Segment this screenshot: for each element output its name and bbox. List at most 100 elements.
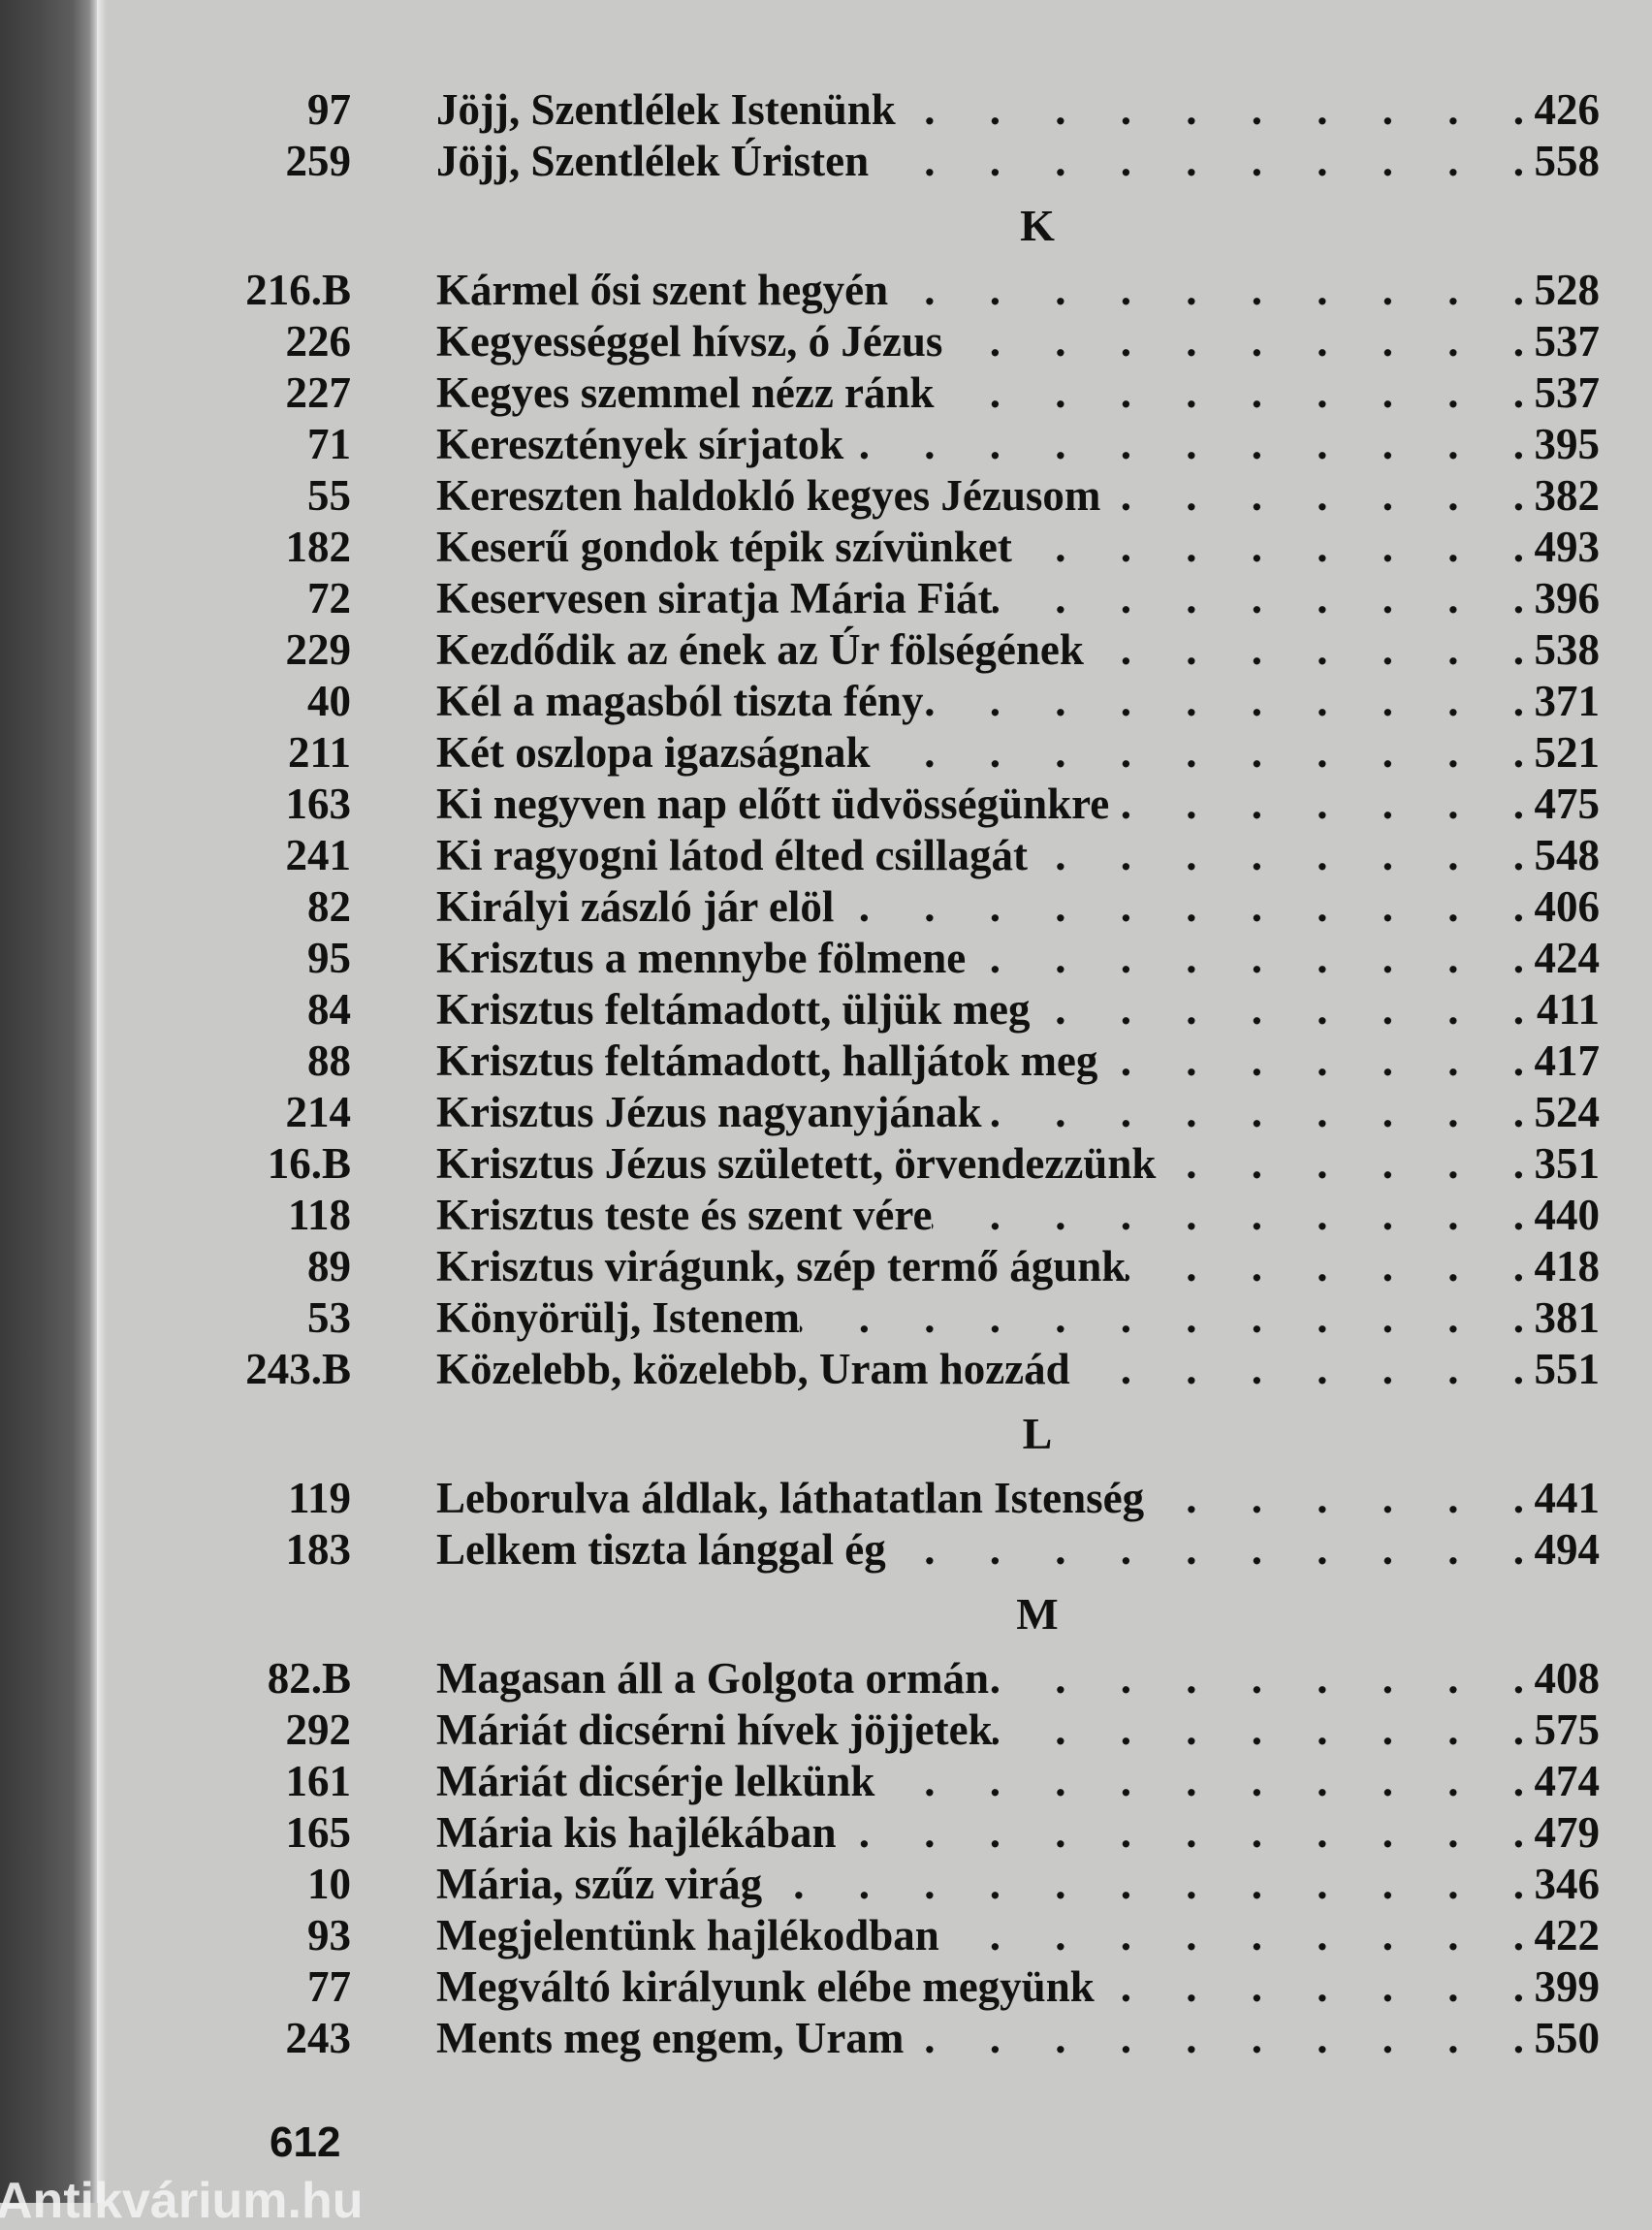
index-entry: 227 Kegyes szemmel nézz ránk. . . . . . .… [242,367,1601,419]
entry-number: 227 [285,368,352,417]
entry-title: Két oszlopa igazságnak [436,728,871,777]
dot-leader: . . . . . . . . . . . . . . . . . . . . … [1126,1242,1524,1290]
index-entry: 243.B Közelebb, közelebb, Uram hozzád. . … [242,1344,1600,1395]
entry-number: 214 [285,1088,352,1136]
entry-number: 243 [285,2014,352,2062]
dot-leader: . . . . . . . . . . . . . . . . . . . . … [935,368,1524,417]
dot-leader: . . . . . . . . . . . . . . . . . . . . … [1097,1036,1524,1085]
dot-leader: . . . . . . . . . . . . . . . . . . . . … [989,1654,1524,1703]
index-entry: 77 Megváltó királyunk elébe megyünk. . . … [242,1961,1600,2013]
entry-title: Ments meg engem, Uram [436,2014,905,2062]
entry-number-cell: 229 [242,624,436,676]
entry-page: 426 [1534,85,1601,134]
entry-number: 40 [307,677,351,725]
entry-page: 474 [1534,1757,1601,1805]
entry-title: Mária kis hajlékában [436,1808,837,1857]
index-entry: 82 Királyi zászló jár elöl. . . . . . . .… [242,881,1600,933]
entry-title: Kezdődik az ének az Úr fölségének [436,625,1084,674]
entry-number-cell: 89 [242,1241,436,1292]
entry-page: 538 [1534,625,1601,674]
entry-number: 88 [307,1036,351,1085]
entry-number: 118 [287,1191,351,1239]
entry-page: 537 [1534,317,1601,366]
entry-title: Megváltó királyunk elébe megyünk [436,1962,1095,2011]
entry-number-cell: 88 [242,1035,436,1087]
entry-number-cell: 243 [242,2013,436,2064]
entry-page: 524 [1534,1088,1601,1136]
entry-title: Királyi zászló jár elöl [436,882,835,931]
entry-title: Krisztus Jézus született, örvendezzünk [436,1139,1157,1188]
index-entry: 53 Könyörülj, Istenem. . . . . . . . . . … [242,1292,1600,1344]
entry-page: 351 [1534,1139,1601,1188]
entry-number-cell: 93 [242,1910,436,1961]
entry-page: 575 [1534,1705,1601,1754]
dot-leader: . . . . . . . . . . . . . . . . . . . . … [1100,471,1524,520]
entry-page: 399 [1534,1962,1601,2011]
index-entry: 214 Krisztus Jézus nagyanyjának. . . . . … [242,1087,1601,1138]
entry-number: 241 [285,831,352,879]
index-entry: 229 Kezdődik az ének az Úr fölségének. . … [242,624,1601,676]
entry-number: 182 [285,523,352,571]
section-letter: M [1016,1589,1059,1639]
entry-number: 77 [307,1962,351,2011]
index-entry: 72 Keservesen siratja Mária Fiát. . . . .… [242,573,1600,624]
index-entry: 118 Krisztus teste és szent vére. . . . .… [242,1190,1600,1241]
entry-number-cell: 10 [242,1859,436,1910]
entry-number: 82 [307,882,351,931]
index-entry: 243 Ments meg engem, Uram. . . . . . . . … [242,2013,1601,2064]
entry-page: 346 [1534,1860,1601,1908]
entry-number-cell: 53 [242,1292,436,1344]
index-entry: 84 Krisztus feltámadott, üljük meg. . . .… [242,984,1600,1035]
entry-number-cell: 82.B [242,1653,436,1704]
entry-title: Krisztus virágunk, szép termő águnk [436,1242,1127,1290]
entry-page: 396 [1534,574,1601,622]
entry-number-cell: 163 [242,779,436,830]
entry-number: 165 [285,1808,352,1857]
entry-page: 558 [1534,137,1601,185]
entry-number-cell: 119 [242,1473,436,1524]
index-entry: 93 Megjelentünk hajlékodban. . . . . . . … [242,1910,1600,1961]
dot-leader: . . . . . . . . . . . . . . . . . . . . … [1084,625,1524,674]
entry-title: Kél a magasból tiszta fény [436,677,924,725]
entry-title: Krisztus teste és szent vére [436,1191,933,1239]
entry-title: Keresztények sírjatok [436,420,844,468]
entry-title: Ki negyven nap előtt üdvösségünkre [436,780,1110,828]
entry-number-cell: 226 [242,316,436,367]
entry-number-cell: 118 [242,1190,436,1241]
dot-leader: . . . . . . . . . . . . . . . . . . . . … [896,85,1524,134]
entry-title: Könyörülj, Istenem [436,1293,800,1342]
entry-page: 381 [1534,1293,1601,1342]
entry-page: 528 [1534,266,1601,314]
entry-number-cell: 292 [242,1704,436,1756]
entry-number: 53 [307,1293,351,1342]
entry-number: 229 [285,625,352,674]
entry-page: 395 [1534,420,1601,468]
song-index: 97 Jöjj, Szentlélek Istenünk. . . . . . .… [242,84,1600,2064]
entry-number: 89 [307,1242,351,1290]
page-number: 612 [270,2118,341,2166]
entry-page: 408 [1534,1654,1601,1703]
entry-title: Krisztus feltámadott, halljátok meg [436,1036,1098,1085]
entry-number-cell: 183 [242,1524,436,1576]
dot-leader: . . . . . . . . . . . . . . . . . . . . … [886,1525,1524,1574]
entry-page: 493 [1534,523,1601,571]
entry-number: 71 [307,420,351,468]
entry-number-cell: 72 [242,573,436,624]
entry-number-cell: 55 [242,470,436,522]
dot-leader: . . . . . . . . . . . . . . . . . . . . … [1109,780,1524,828]
entry-number-cell: 84 [242,984,436,1035]
dot-leader: . . . . . . . . . . . . . . . . . . . . … [869,137,1524,185]
index-entry: 292 Máriát dicsérni hívek jöjjetek. . . .… [242,1704,1601,1756]
dot-leader: . . . . . . . . . . . . . . . . . . . . … [834,882,1524,931]
entry-number: 259 [285,137,352,185]
index-entry: 165 Mária kis hajlékában. . . . . . . . .… [242,1807,1601,1859]
entry-title: Megjelentünk hajlékodban [436,1911,939,1959]
entry-number-cell: 40 [242,676,436,727]
index-entry: 95 Krisztus a mennybe fölmene. . . . . . … [242,933,1600,984]
entry-page: 475 [1534,780,1601,828]
entry-number-cell: 165 [242,1807,436,1859]
index-entry: 88 Krisztus feltámadott, halljátok meg. .… [242,1035,1600,1087]
entry-title: Keserű gondok tépik szívünket [436,523,1012,571]
dot-leader: . . . . . . . . . . . . . . . . . . . . … [1030,985,1524,1034]
entry-number-cell: 241 [242,830,436,881]
